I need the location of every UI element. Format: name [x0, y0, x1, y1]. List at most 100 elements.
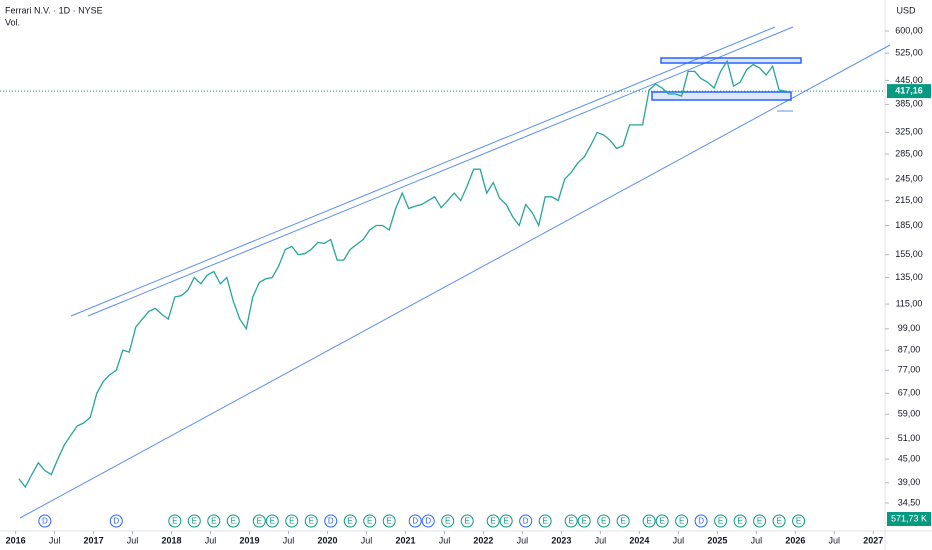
event-label: E	[348, 517, 353, 526]
event-badge	[772, 514, 786, 528]
event-label: D	[425, 517, 431, 526]
event-label: E	[776, 517, 781, 526]
y-tick-label: 59,00	[898, 409, 921, 419]
y-tick-label: 245,00	[895, 173, 923, 183]
y-tick-label: 385,00	[895, 99, 923, 109]
event-badge	[421, 514, 435, 528]
event-label: E	[620, 517, 625, 526]
event-label: E	[309, 517, 314, 526]
x-tick-label: 2026	[785, 535, 805, 545]
volume-badge	[887, 512, 931, 526]
event-badge	[577, 514, 591, 528]
x-tick-label: 2017	[84, 535, 104, 545]
event-label: E	[257, 517, 262, 526]
x-tick-label: Jul	[127, 535, 139, 545]
x-tick-label: Jul	[751, 535, 763, 545]
y-tick-label: 34,50	[898, 497, 921, 507]
event-label: E	[192, 517, 197, 526]
event-label: E	[491, 517, 496, 526]
event-badge	[486, 514, 500, 528]
event-badge	[363, 514, 377, 528]
event-badge	[382, 514, 396, 528]
range-box	[660, 57, 802, 64]
event-badge	[675, 514, 689, 528]
volume-legend: Vol.	[5, 17, 20, 27]
event-badge	[441, 514, 455, 528]
event-badge	[226, 514, 240, 528]
event-badge	[460, 514, 474, 528]
event-badge	[168, 514, 182, 528]
event-badge	[733, 514, 747, 528]
event-label: E	[270, 517, 275, 526]
y-tick-label: 135,00	[895, 272, 923, 282]
event-badge	[324, 514, 338, 528]
event-label: E	[465, 517, 470, 526]
event-label: E	[679, 517, 684, 526]
last-price-label: 417,16	[895, 85, 923, 95]
x-tick-label: Jul	[361, 535, 373, 545]
event-label: E	[737, 517, 742, 526]
y-tick-label: 185,00	[895, 220, 923, 230]
last-price-badge	[887, 84, 931, 99]
event-label: E	[211, 517, 216, 526]
x-tick-label: 2019	[239, 535, 259, 545]
trend-line	[19, 44, 891, 519]
event-label: E	[542, 517, 547, 526]
event-badge	[187, 514, 201, 528]
y-tick-label: 77,00	[898, 365, 921, 375]
event-badge	[265, 514, 279, 528]
event-label: D	[113, 517, 119, 526]
event-label: E	[646, 517, 651, 526]
y-tick-label: 525,00	[895, 47, 923, 57]
x-tick-label: Jul	[673, 535, 685, 545]
event-badge	[304, 514, 318, 528]
event-label: E	[601, 517, 606, 526]
event-badge	[655, 514, 669, 528]
x-tick-label: Jul	[595, 535, 607, 545]
y-tick-label: 325,00	[895, 127, 923, 137]
event-badge	[564, 514, 578, 528]
event-label: E	[718, 517, 723, 526]
x-tick-label: 2018	[162, 535, 182, 545]
x-tick-label: Jul	[439, 535, 451, 545]
x-tick-label: 2027	[863, 535, 883, 545]
event-badge	[694, 514, 708, 528]
event-label: D	[42, 517, 48, 526]
y-tick-label: 45,00	[898, 453, 921, 463]
event-badge	[597, 514, 611, 528]
event-label: D	[698, 517, 704, 526]
x-tick-label: 2016	[6, 535, 26, 545]
x-tick-label: 2020	[317, 535, 337, 545]
event-badge	[408, 514, 422, 528]
event-badge	[252, 514, 266, 528]
trend-line	[87, 26, 794, 317]
y-tick-label: 39,00	[898, 477, 921, 487]
x-tick-label: 2022	[473, 535, 493, 545]
x-tick-label: Jul	[829, 535, 841, 545]
y-tick-label: 67,00	[898, 388, 921, 398]
y-tick-label: 600,00	[895, 25, 923, 35]
currency-label: USD	[896, 5, 916, 15]
event-label: E	[581, 517, 586, 526]
event-badge	[343, 514, 357, 528]
event-label: D	[328, 517, 334, 526]
event-label: E	[568, 517, 573, 526]
event-label: D	[523, 517, 529, 526]
event-badge	[109, 514, 123, 528]
event-badge	[714, 514, 728, 528]
event-label: E	[289, 517, 294, 526]
trend-line	[70, 26, 776, 317]
event-label: E	[659, 517, 664, 526]
x-tick-label: 2025	[707, 535, 727, 545]
event-badge	[499, 514, 513, 528]
event-label: E	[231, 517, 236, 526]
price-line	[18, 59, 786, 489]
x-tick-label: 2021	[395, 535, 415, 545]
x-tick-label: Jul	[517, 535, 529, 545]
range-box	[651, 91, 792, 101]
y-tick-label: 215,00	[895, 195, 923, 205]
event-label: E	[387, 517, 392, 526]
event-badge	[642, 514, 656, 528]
